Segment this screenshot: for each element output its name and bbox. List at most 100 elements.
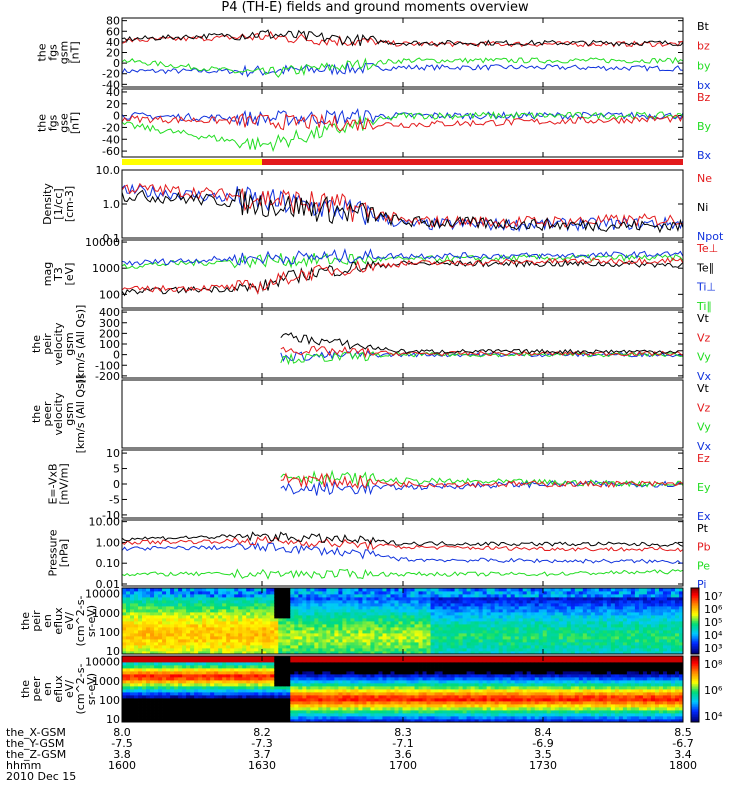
spectrogram-cell — [278, 609, 283, 613]
spectrogram-cell — [194, 648, 199, 652]
spectrogram-cell — [530, 588, 536, 592]
spectrogram-cell — [194, 677, 199, 681]
legend-Vx: Vx — [697, 440, 712, 453]
spectrogram-cell — [262, 707, 267, 711]
spectrogram-cell — [258, 674, 263, 678]
spectrogram-cell — [190, 713, 195, 717]
spectrogram-cell — [222, 618, 227, 622]
spectrogram-cell — [186, 701, 191, 705]
spectrogram-cell — [354, 686, 359, 690]
spectrogram-cell — [326, 594, 331, 598]
spectrogram-cell — [306, 624, 311, 628]
spectrogram-cell — [250, 645, 255, 649]
spectrogram-cell — [562, 627, 568, 631]
spectrogram-cell — [154, 659, 159, 663]
spectrogram-cell — [206, 645, 211, 649]
spectrogram-cell — [302, 636, 307, 640]
spectrogram-cell — [394, 668, 399, 672]
spectrogram-cell — [198, 624, 203, 628]
spectrogram-cell — [150, 636, 155, 640]
spectrogram-cell — [182, 630, 187, 634]
spectrogram-cell — [326, 671, 331, 675]
spectrogram-cell — [510, 591, 516, 595]
spectrogram-cell — [210, 639, 215, 643]
spectrogram-cell — [646, 618, 652, 622]
spectrogram-cell — [542, 591, 548, 595]
spectrogram-cell — [602, 633, 608, 637]
spectrogram-cell — [146, 642, 151, 646]
spectrogram-cell — [342, 656, 347, 660]
spectrogram-cell — [282, 689, 287, 693]
spectrogram-cell — [602, 618, 608, 622]
spectrogram-cell — [306, 656, 311, 660]
spectrogram-cell — [302, 603, 307, 607]
spectrogram-cell — [330, 636, 335, 640]
spectrogram-cell — [126, 588, 131, 592]
spectrogram-cell — [270, 665, 275, 669]
spectrogram-cell — [446, 615, 451, 619]
spectrogram-cell — [138, 668, 143, 672]
spectrogram-cell — [122, 695, 127, 699]
spectrogram-cell — [142, 642, 147, 646]
spectrogram-cell — [126, 630, 131, 634]
spectrogram-cell — [174, 606, 179, 610]
spectrogram-cell — [542, 624, 548, 628]
spectrogram-cell — [390, 716, 395, 720]
spectrogram-cell — [182, 591, 187, 595]
spectrogram-cell — [126, 627, 131, 631]
spectrogram-cell — [302, 633, 307, 637]
spectrogram-cell — [194, 668, 199, 672]
spectrogram-cell — [418, 603, 423, 607]
spectrogram-cell — [530, 639, 536, 643]
spectrogram-cell — [502, 627, 508, 631]
spectrogram-cell — [286, 713, 291, 717]
spectrogram-cell — [622, 624, 628, 628]
spectrogram-cell — [486, 630, 492, 634]
spectrogram-cell — [322, 668, 327, 672]
spectrogram-cell — [170, 624, 175, 628]
spectrogram-cell — [314, 639, 319, 643]
spectrogram-cell — [218, 665, 223, 669]
spectrogram-cell — [642, 651, 648, 655]
spectrogram-cell — [414, 636, 419, 640]
spectrogram-cell — [322, 594, 327, 598]
spectrogram-cell — [658, 639, 664, 643]
spectrogram-cell — [130, 618, 135, 622]
spectrogram-cell — [142, 627, 147, 631]
spectrogram-cell — [478, 618, 484, 622]
spectrogram-cell — [530, 618, 536, 622]
spectrogram-cell — [534, 648, 540, 652]
spectrogram-cell — [134, 588, 139, 592]
spectrogram-cell — [382, 588, 387, 592]
spectrogram-cell — [186, 707, 191, 711]
spectrogram-cell — [226, 591, 231, 595]
spectrogram-cell — [134, 609, 139, 613]
spectrogram-cell — [286, 689, 291, 693]
spectrogram-cell — [442, 588, 447, 592]
colorbar-cell — [691, 604, 699, 607]
spectrogram-cell — [578, 615, 584, 619]
spectrogram-cell — [618, 591, 624, 595]
spectrogram-cell — [270, 645, 275, 649]
spectrogram-cell — [162, 686, 167, 690]
spectrogram-cell — [294, 642, 299, 646]
spectrogram-cell — [382, 683, 387, 687]
spectrogram-cell — [282, 606, 287, 610]
spectrogram-cell — [414, 621, 419, 625]
spectrogram-cell — [374, 645, 379, 649]
spectrogram-cell — [150, 674, 155, 678]
spectrogram-cell — [190, 668, 195, 672]
spectrogram-cell — [542, 615, 548, 619]
spectrogram-cell — [142, 671, 147, 675]
spectrogram-cell — [490, 597, 496, 601]
spectrogram-cell — [198, 656, 203, 660]
spectrogram-cell — [430, 648, 435, 652]
spectrogram-cell — [242, 683, 247, 687]
spectrogram-cell — [442, 606, 447, 610]
spectrogram-cell — [126, 609, 131, 613]
spectrogram-cell — [342, 710, 347, 714]
colorbar-cell — [691, 614, 699, 617]
spectrogram-cell — [358, 707, 363, 711]
spectrogram-cell — [298, 648, 303, 652]
spectrogram-cell — [146, 698, 151, 702]
